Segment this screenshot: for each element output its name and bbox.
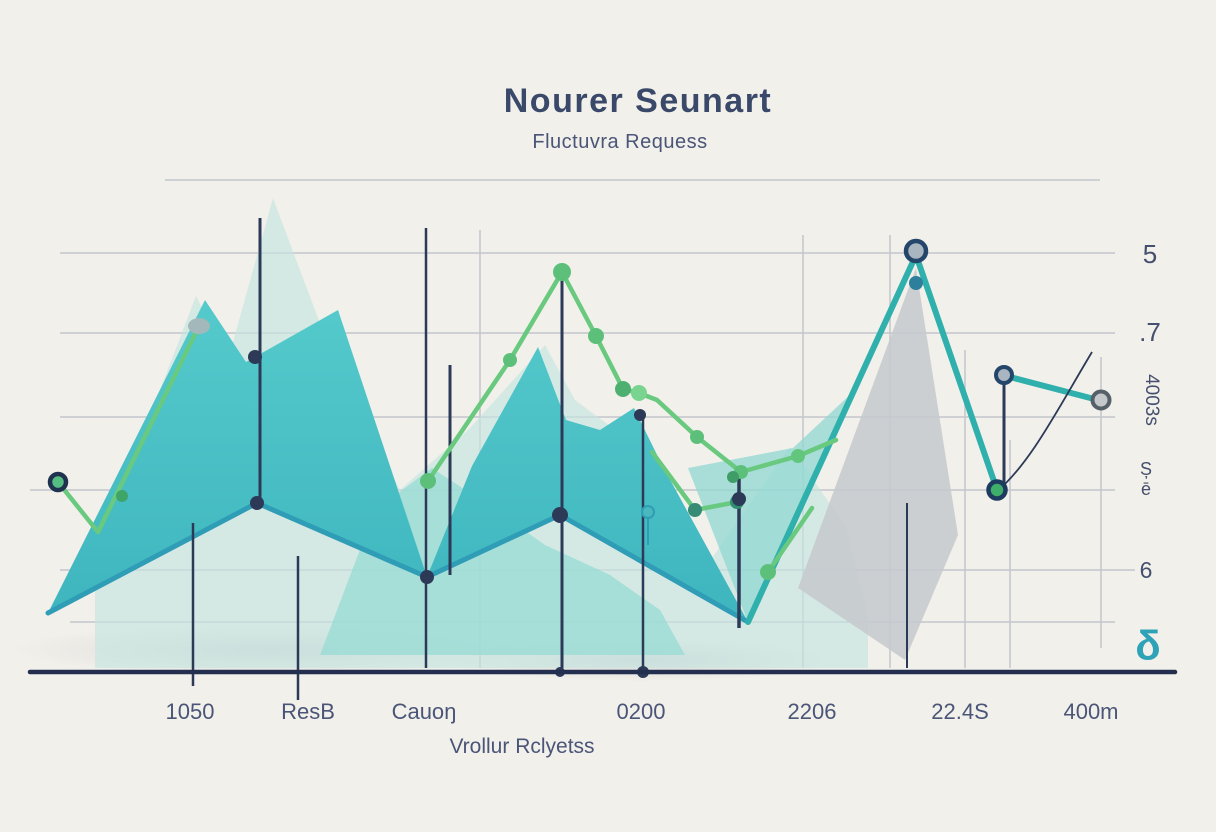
teal-marker-under-apex	[909, 276, 923, 290]
mid-mountain-area	[320, 468, 685, 655]
navy-marker-6	[732, 492, 746, 506]
navy-marker-2	[250, 496, 264, 510]
droplines	[191, 218, 1006, 700]
ring-marker-far-right-grey	[1090, 389, 1112, 411]
green-marker-2	[420, 473, 436, 489]
y-tick-label-4: ē	[1141, 479, 1151, 499]
navy-marker-1	[248, 350, 262, 364]
navy-markers	[248, 276, 923, 678]
x-tick-label-6: 400m	[1063, 699, 1118, 724]
y-tick-label-1: .7	[1139, 317, 1161, 347]
chart-subtitle: Fluctuvra Requess	[532, 131, 707, 153]
x-tick-labels: 1050 ResB Cauoŋ 0200 2206 22.4S 400m	[166, 699, 1119, 724]
navy-marker-3	[420, 570, 434, 584]
x-tick-label-2: Cauoŋ	[392, 699, 457, 724]
y-tick-label-3: Ș	[1140, 459, 1152, 479]
grey-ellipse-marker	[188, 318, 210, 334]
x-tick-label-4: 2206	[788, 699, 837, 724]
x-tick-label-1: ResB	[281, 699, 335, 724]
y-tick-labels: 5 .7 4003s Ș ē 6 δ	[1135, 239, 1162, 669]
lollipop-dot	[641, 505, 655, 519]
green-marker-10	[727, 471, 739, 483]
green-marker-6	[615, 381, 631, 397]
y-tick-label-2: 4003s	[1141, 374, 1162, 426]
x-tick-label-3: 0200	[617, 699, 666, 724]
green-marker-13	[760, 564, 776, 580]
ring-marker-left-green	[47, 471, 69, 493]
green-marker-3	[503, 353, 517, 367]
navy-marker-5	[634, 409, 646, 421]
y-tick-label-6: δ	[1135, 622, 1160, 669]
main-mountain-area	[48, 300, 748, 622]
y-tick-label-5: 6	[1140, 557, 1153, 583]
x-tick-label-0: 1050	[166, 699, 215, 724]
green-line-v	[765, 505, 815, 575]
navy-marker-4	[552, 507, 568, 523]
green-marker-5	[588, 328, 604, 344]
y-tick-label-0: 5	[1143, 239, 1157, 269]
chart-title: Nourer Seunart	[504, 82, 773, 120]
grey-peak-shape	[798, 268, 958, 660]
green-marker-8	[690, 430, 704, 444]
green-marker-7	[631, 385, 647, 401]
x-tick-label-5: 22.4S	[931, 699, 989, 724]
ring-marker-right-green	[986, 479, 1008, 501]
green-line-left	[55, 323, 202, 535]
teal-right-segment	[1003, 373, 1101, 403]
green-marker-4	[553, 263, 571, 281]
green-marker-1	[116, 490, 128, 502]
x-axis-title: Vrollur Rclyetss	[449, 735, 594, 758]
ring-marker-right-grey	[994, 365, 1014, 385]
green-marker-14	[791, 449, 805, 463]
ring-marker-apex-grey	[903, 238, 929, 264]
thin-navy-curve	[994, 351, 1093, 494]
green-marker-11	[688, 503, 702, 517]
